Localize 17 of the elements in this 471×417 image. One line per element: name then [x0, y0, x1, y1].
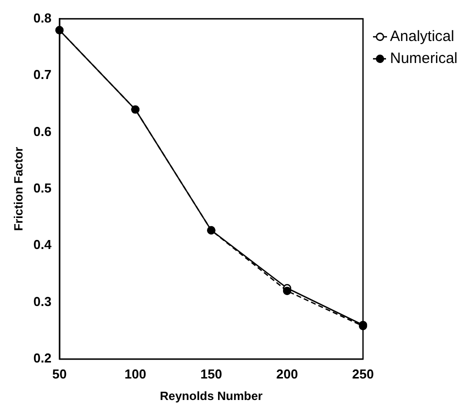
x-tick-label: 100: [124, 366, 146, 382]
x-tick-label: 50: [52, 366, 67, 382]
y-axis-title: Friction Factor: [12, 146, 26, 231]
y-tick-label: 0.7: [33, 67, 52, 82]
legend-label: Analytical: [390, 28, 454, 45]
x-axis-title: Reynolds Number: [160, 389, 263, 404]
y-tick-label: 0.4: [33, 237, 52, 252]
point: [282, 286, 292, 296]
y-tick-label: 0.2: [33, 350, 52, 366]
y-tick-label: 0.8: [33, 10, 52, 26]
x-tick-label: 150: [200, 366, 222, 382]
y-tick-label: 0.5: [33, 180, 52, 196]
x-tick-label: 200: [276, 366, 298, 382]
x-tick-label: 250: [352, 366, 374, 382]
y-tick-label: 0.6: [33, 124, 52, 139]
legend-label: Numerical: [390, 50, 458, 67]
y-tick-label: 0.3: [33, 294, 52, 309]
